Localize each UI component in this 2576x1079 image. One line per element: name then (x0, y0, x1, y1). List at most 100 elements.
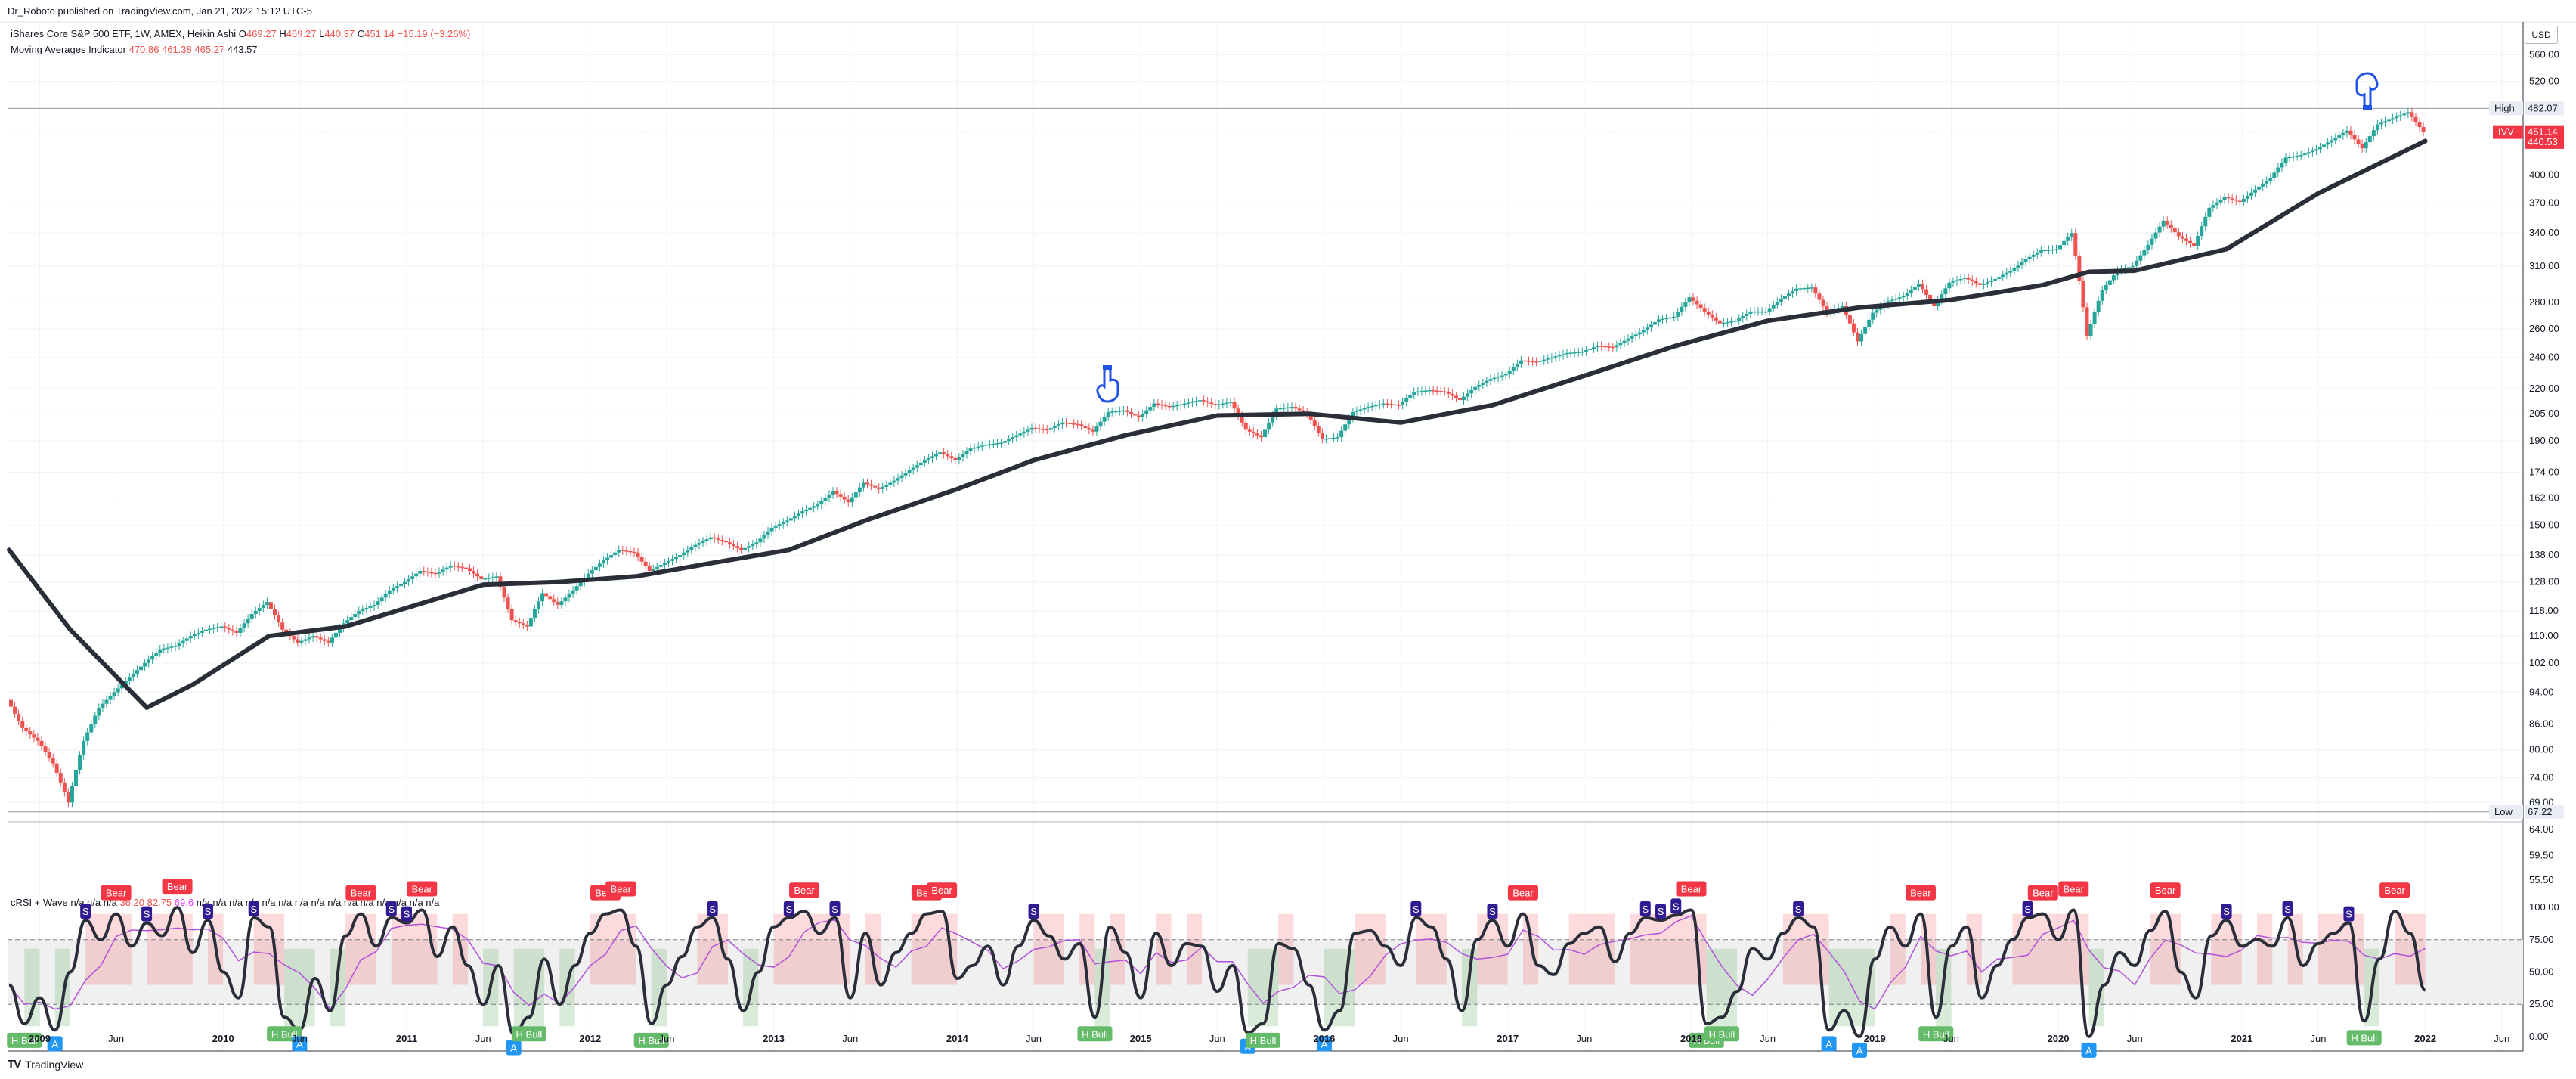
candle-body (586, 573, 590, 578)
candle-body (212, 628, 216, 630)
candle-body (559, 601, 564, 606)
candle-body (1763, 311, 1768, 313)
h-bull-label: H Bull (1246, 1032, 1280, 1048)
s-marker: S (1028, 904, 1039, 919)
candle-body (51, 758, 55, 764)
crsi-indicator-name[interactable]: cRSI + Wave (11, 897, 68, 908)
candle-body (127, 677, 132, 681)
candle-body (647, 566, 652, 572)
candle-body (704, 539, 709, 541)
ma-value-1: 470.86 (128, 44, 159, 55)
svg-text:A: A (510, 1043, 517, 1054)
candle-body (2318, 147, 2323, 150)
moving-average-line[interactable] (7, 138, 2428, 710)
candle-body (918, 462, 923, 466)
wave-fill (299, 948, 315, 1027)
candle-body (2352, 135, 2357, 140)
candle-body (983, 445, 988, 446)
svg-text:S: S (2345, 909, 2352, 920)
s-marker: S (783, 901, 794, 916)
candle-body (1691, 297, 1695, 301)
osc-axis[interactable]: 100.00 75.00 50.00 25.00 0.00 (2529, 901, 2559, 1042)
candle-body (1630, 336, 1634, 339)
pointing-hand-icon[interactable] (1096, 365, 1119, 403)
candle-body (32, 734, 36, 738)
wave-fill (1890, 913, 1906, 985)
high-badge: High 482.07 (2489, 101, 2564, 116)
candle-body (1178, 404, 1183, 406)
candle-body (842, 496, 847, 500)
candle-body (1255, 433, 1259, 436)
candle-body (1909, 290, 1913, 293)
svg-text:H Bull: H Bull (11, 1035, 38, 1046)
time-axis[interactable]: 2009 Jun 2010 Jun 2011 Jun 2012 Jun 2013 Jun 2014 J… (29, 1033, 2509, 1044)
wave-fill (773, 913, 789, 985)
candle-body (1733, 321, 1738, 322)
time-tick-label: Jun (475, 1033, 491, 1044)
candle-body (2356, 139, 2361, 144)
candle-body (949, 456, 954, 458)
candle-body (1416, 391, 1420, 393)
candle-body (1702, 308, 1707, 312)
price-axis[interactable]: 560.00520.00480.00440.00400.00370.00340.… (2529, 49, 2559, 886)
candle-body (2046, 250, 2051, 251)
candle-body (2196, 236, 2200, 246)
candle-body (1710, 314, 1714, 318)
candle-body (1871, 312, 1875, 320)
candle-body (2192, 243, 2197, 246)
candle-body (2230, 198, 2234, 200)
price-tick-label: 55.50 (2529, 874, 2554, 885)
candle-body (1018, 433, 1023, 436)
symbol-description[interactable]: iShares Core S&P 500 ETF, 1W, AMEX, Heik… (11, 28, 237, 39)
svg-text:S: S (1642, 904, 1649, 915)
main-series-legend[interactable]: iShares Core S&P 500 ETF, 1W, AMEX, Heik… (11, 28, 470, 39)
candle-body (1011, 437, 1015, 439)
candle-body (1397, 405, 1401, 406)
candle-body (1003, 441, 1008, 443)
candle-body (1450, 393, 1454, 396)
candle-body (322, 639, 327, 641)
candle-body (781, 522, 785, 525)
candle-body (1576, 352, 1581, 353)
high-value: 469.27 (286, 28, 317, 39)
candle-body (368, 606, 373, 609)
svg-text:Bear: Bear (351, 888, 372, 899)
candle-body (987, 444, 992, 445)
price-tick-label: 560.00 (2529, 49, 2559, 60)
a-marker: A (47, 1036, 63, 1052)
currency-button[interactable]: USD (2525, 26, 2558, 44)
svg-text:Bear: Bear (2384, 885, 2405, 896)
candle-body (1466, 393, 1470, 397)
wave-fill (2058, 913, 2074, 985)
open-label: O (238, 28, 246, 39)
candle-body (567, 594, 571, 598)
candle-body (97, 707, 101, 716)
bear-label: Bear (1507, 885, 1538, 901)
candle-body (1102, 417, 1107, 422)
candle-body (338, 628, 342, 633)
time-tick-label: 2016 (1313, 1033, 1335, 1044)
candle-body (1457, 398, 1462, 401)
time-tick-label: Jun (2127, 1033, 2143, 1044)
candle-body (1767, 308, 1772, 312)
pointing-hand-icon-down[interactable] (2355, 72, 2379, 110)
tradingview-brand[interactable]: TV TradingView (8, 1058, 83, 1071)
h-bull-label: H Bull (2346, 1030, 2382, 1046)
candle-body (101, 703, 105, 708)
svg-text:H Bull: H Bull (2351, 1032, 2377, 1043)
candle-body (1026, 429, 1030, 432)
candle-body (2111, 275, 2116, 281)
price-tick-label: 520.00 (2529, 76, 2559, 87)
candle-body (2062, 240, 2067, 246)
crsi-line[interactable] (8, 906, 2427, 1038)
candle-body (119, 684, 124, 689)
candle-body (888, 482, 893, 485)
wave-fill (1828, 948, 1844, 1027)
candle-body (899, 475, 904, 479)
candle-body (1622, 340, 1627, 343)
candle-body (1442, 391, 1447, 393)
candle-body (792, 516, 797, 519)
wave-fill (1661, 913, 1677, 985)
candle-body (1228, 402, 1233, 403)
